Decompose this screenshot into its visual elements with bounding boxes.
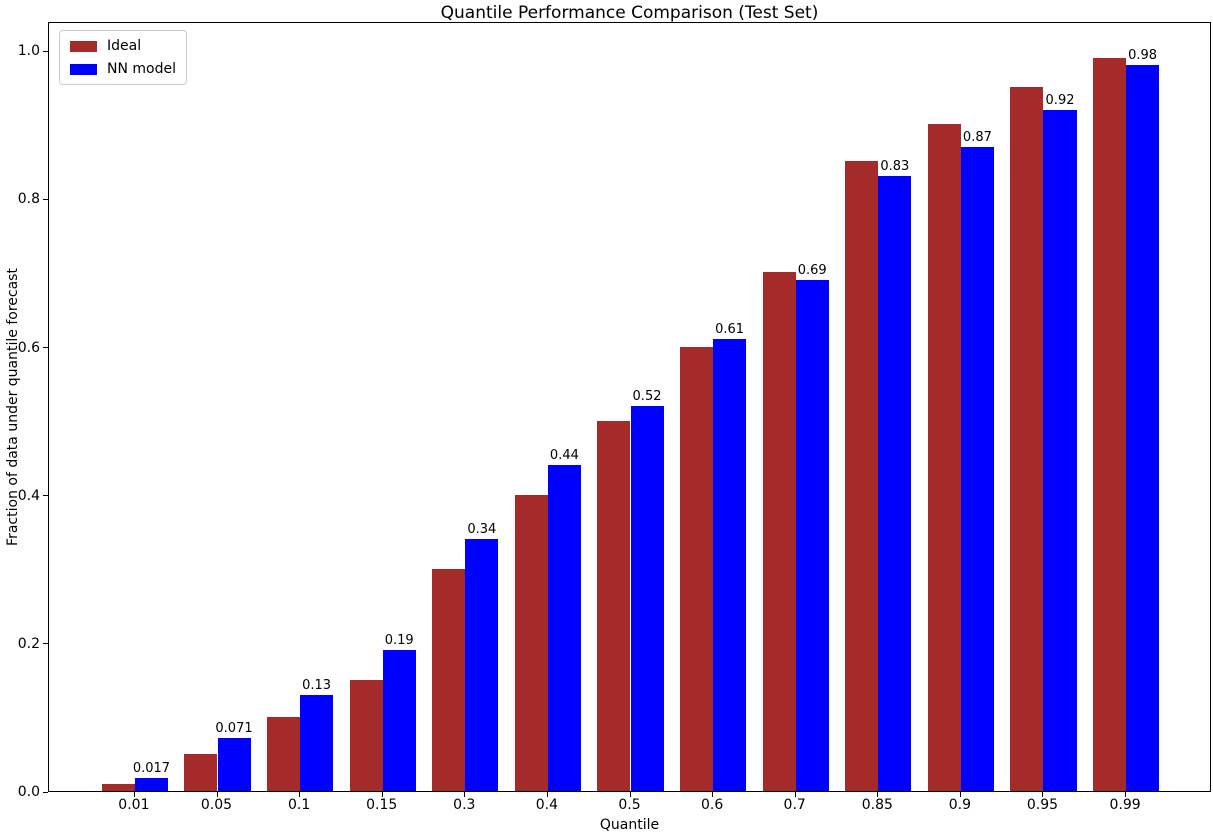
bar-nn-model-0.6 (713, 339, 747, 791)
y-tick-label-0.4: 0.4 (17, 487, 40, 504)
y-tick-mark (43, 643, 48, 645)
legend-swatch-nn-model (70, 63, 97, 75)
bar-value-label-0.7: 0.69 (797, 262, 827, 278)
bar-nn-model-0.1 (300, 694, 334, 791)
x-tick-mark (546, 792, 548, 797)
bar-value-label-0.5: 0.52 (632, 388, 662, 404)
bar-ideal-0.3 (432, 568, 466, 791)
bar-nn-model-0.95 (1043, 109, 1077, 791)
y-tick-label-1.0: 1.0 (17, 43, 40, 60)
x-tick-mark (794, 792, 796, 797)
legend-label-nn-model: NN model (107, 61, 176, 77)
bar-value-label-0.99: 0.98 (1128, 48, 1158, 64)
x-tick-mark (133, 792, 135, 797)
y-tick-label-0.0: 0.0 (17, 784, 40, 800)
y-tick-mark (43, 495, 48, 497)
bar-ideal-0.5 (597, 420, 631, 791)
bar-nn-model-0.4 (547, 465, 581, 791)
y-tick-label-0.8: 0.8 (17, 191, 40, 208)
x-tick-label-0.15: 0.15 (366, 797, 398, 813)
y-tick-mark (43, 50, 48, 52)
legend-swatch-ideal (70, 40, 97, 52)
legend-item-ideal: Ideal (70, 38, 176, 54)
bar-ideal-0.95 (1010, 87, 1044, 791)
y-tick-mark (43, 347, 48, 349)
plot-area: Ideal NN model 0.017 0.071 0.13 0.19 0.34 0.4… (48, 22, 1211, 792)
bar-ideal-0.4 (514, 494, 548, 791)
x-tick-mark (216, 792, 218, 797)
legend-label-ideal: Ideal (107, 38, 142, 54)
bar-ideal-0.6 (680, 346, 714, 791)
bar-value-label-0.05: 0.071 (215, 721, 253, 737)
x-tick-label-0.01: 0.01 (118, 797, 150, 813)
x-tick-mark (1042, 792, 1044, 797)
bar-value-label-0.9: 0.87 (962, 129, 992, 145)
chart-title: Quantile Performance Comparison (Test Se… (440, 3, 819, 23)
legend-item-nn-model: NN model (70, 61, 176, 77)
legend: Ideal NN model (59, 30, 187, 85)
x-tick-mark (712, 792, 714, 797)
bar-value-label-0.3: 0.34 (467, 522, 497, 538)
bar-value-label-0.1: 0.13 (302, 677, 332, 693)
bar-nn-model-0.85 (878, 176, 912, 791)
y-tick-mark (43, 198, 48, 200)
bar-nn-model-0.01 (134, 778, 168, 791)
x-tick-label-0.05: 0.05 (200, 797, 233, 813)
bar-ideal-0.9 (927, 124, 961, 791)
x-tick-mark (877, 792, 879, 797)
x-tick-mark (381, 792, 383, 797)
x-tick-label-0.9: 0.9 (948, 797, 972, 813)
bar-value-label-0.4: 0.44 (549, 448, 579, 464)
x-tick-label-0.7: 0.7 (783, 797, 806, 813)
x-tick-label-0.95: 0.95 (1026, 797, 1059, 813)
bar-nn-model-0.9 (960, 146, 994, 791)
bar-nn-model-0.99 (1126, 65, 1160, 791)
y-tick-label-0.6: 0.6 (17, 339, 40, 356)
x-tick-mark (629, 792, 631, 797)
x-tick-mark (299, 792, 301, 797)
x-tick-label-0.5: 0.5 (618, 797, 641, 813)
x-tick-label-0.85: 0.85 (861, 797, 893, 813)
bar-nn-model-0.7 (795, 279, 829, 791)
y-tick-mark (43, 791, 48, 793)
x-tick-label-0.4: 0.4 (535, 797, 559, 813)
bar-value-label-0.01: 0.017 (132, 761, 171, 777)
bar-ideal-0.85 (845, 161, 879, 791)
x-tick-label-0.6: 0.6 (700, 797, 724, 813)
bar-ideal-0.7 (762, 272, 796, 791)
bar-ideal-0.1 (267, 716, 301, 791)
bar-nn-model-0.3 (465, 539, 499, 791)
bar-ideal-0.99 (1093, 57, 1127, 791)
bar-nn-model-0.05 (217, 738, 251, 791)
bar-ideal-0.01 (101, 783, 135, 791)
bar-value-label-0.85: 0.83 (880, 159, 910, 175)
bar-nn-model-0.5 (630, 405, 664, 791)
bar-ideal-0.05 (184, 753, 218, 791)
bar-value-label-0.95: 0.92 (1045, 92, 1075, 108)
x-tick-mark (1125, 792, 1127, 797)
y-tick-label-0.2: 0.2 (17, 635, 40, 652)
x-tick-label-0.3: 0.3 (453, 797, 476, 813)
bar-ideal-0.15 (349, 679, 383, 791)
bar-value-label-0.15: 0.19 (384, 633, 414, 649)
bar-nn-model-0.15 (382, 650, 416, 791)
y-axis-label: Fraction of data under quantile forecast (5, 268, 21, 546)
x-tick-mark (959, 792, 961, 797)
bar-value-label-0.6: 0.61 (715, 322, 745, 338)
x-tick-mark (464, 792, 466, 797)
x-tick-label-0.1: 0.1 (287, 797, 311, 813)
x-tick-label-0.99: 0.99 (1109, 797, 1141, 813)
x-axis-label: Quantile (599, 817, 660, 833)
